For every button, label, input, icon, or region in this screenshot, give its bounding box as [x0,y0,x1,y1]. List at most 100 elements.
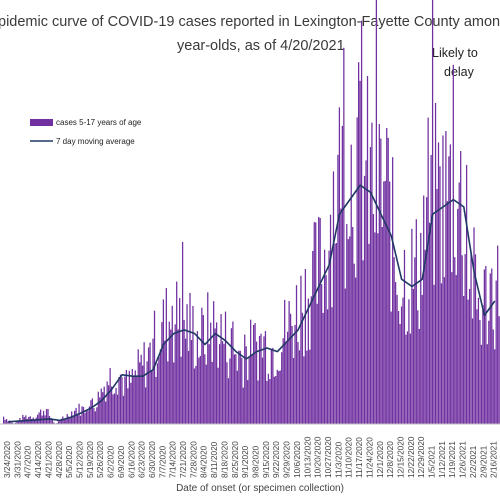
case-bar [69,418,71,424]
case-bar [372,214,375,424]
case-bar [409,333,412,424]
case-bar [319,217,321,424]
case-bar [467,299,469,424]
case-bar [446,201,449,424]
case-bar [273,376,275,424]
case-bar [51,419,54,424]
case-bar [139,362,141,424]
case-bar [192,305,194,424]
case-bar [316,303,318,424]
x-tick-label: 4/7/2020 [23,445,33,478]
case-bar [343,47,345,425]
case-bar [352,226,354,424]
case-bar [403,249,406,424]
case-bar [118,376,120,424]
case-bar [440,283,443,424]
case-bar [448,156,450,424]
case-bar [261,357,264,424]
case-bar [402,297,404,424]
case-bar [318,216,320,424]
case-bar [358,62,360,424]
case-bar [287,331,289,424]
case-bar [247,380,249,424]
case-bar [87,410,89,424]
case-bar [190,339,193,424]
case-bar [258,336,261,424]
case-bar [405,334,407,424]
case-bar [414,257,416,424]
case-bar [489,273,491,424]
x-tick-label: 5/5/2020 [64,445,74,478]
case-bar [476,309,478,424]
case-bar [332,171,335,424]
legend-label-bars: cases 5-17 years of age [56,118,142,127]
case-bar [494,349,496,424]
case-bar [420,232,422,424]
case-bar [325,275,327,424]
case-bar [96,407,98,424]
x-tick-label: 12/22/2020 [406,436,416,478]
case-bar [159,349,162,424]
case-bar [3,416,5,424]
case-bar [122,395,125,424]
x-tick-label: 8/11/2020 [209,441,219,478]
case-bar [68,416,70,424]
case-bar [301,312,304,424]
case-bar [113,393,116,424]
case-bar [483,269,485,424]
case-bar [167,361,169,424]
case-bar [108,385,110,424]
case-bar [254,323,256,424]
x-tick-label: 10/13/2020 [302,436,312,478]
case-bar [7,421,9,424]
case-bar [383,181,385,424]
case-bar [205,364,207,424]
case-bar [486,344,488,424]
case-bar [25,415,27,424]
case-bar [186,304,188,424]
case-bar [156,363,159,424]
case-bar [328,250,330,424]
legend: cases 5-17 years of age 7 day moving ave… [30,118,142,146]
x-tick-label: 9/8/2020 [251,445,261,478]
case-bar [16,421,18,424]
chart-title: pidemic curve of COVID-19 cases reported… [0,4,500,60]
case-bar [88,406,91,424]
case-bar [110,386,113,424]
case-bar [323,249,326,424]
case-bar [238,350,240,424]
case-bar [100,388,102,424]
x-tick-label: 4/21/2020 [43,441,53,478]
case-bar [195,365,197,424]
legend-swatch-bars [30,119,53,126]
case-bar [99,397,101,424]
case-bar [281,352,283,424]
case-bar [411,228,413,424]
case-bar [326,309,329,424]
case-bar [208,344,210,424]
case-bar [10,422,12,424]
case-bar [207,292,209,424]
x-tick-label: 12/1/2020 [375,441,385,478]
case-bar [303,356,305,424]
case-bar [465,164,468,424]
legend-label-line: 7 day moving average [56,137,135,146]
case-bar [415,219,417,424]
case-bar [298,350,301,424]
case-bar [103,386,105,424]
x-tick-labels: 3/24/2020 3/31/2020 4/7/2020 4/14/2020 4/21/… [2,436,499,478]
case-bar [102,392,104,424]
case-bar [451,272,453,424]
case-bar [449,144,451,424]
case-bar [176,281,178,424]
case-bar [269,379,271,424]
case-bar [236,370,238,424]
case-bar [140,354,142,424]
case-bar [239,350,241,424]
case-bar [445,131,447,424]
case-bar [263,336,265,424]
case-bar [491,268,493,424]
case-bar [430,154,432,424]
x-tick-label: 2/2/2021 [468,445,478,478]
case-bar [47,408,49,424]
